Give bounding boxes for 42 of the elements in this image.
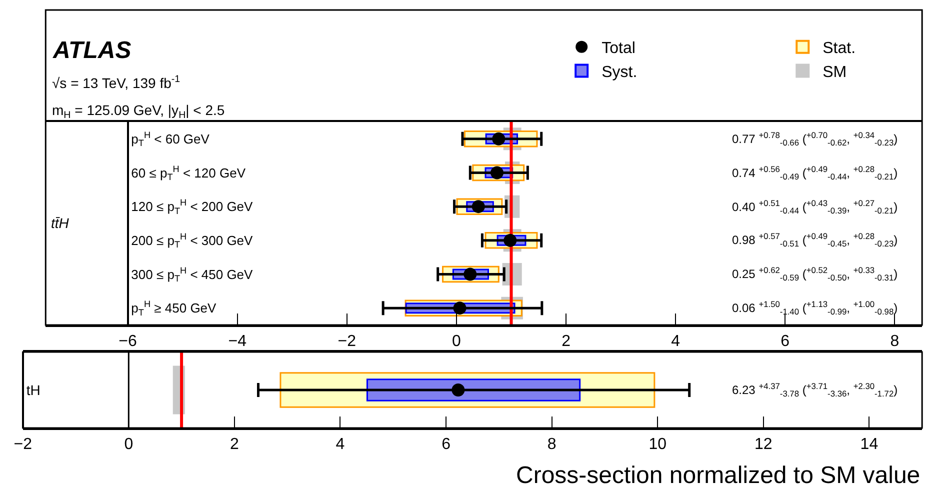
x-axis-title: Cross-section normalized to SM value (516, 462, 920, 489)
y-tick-label: p$_{T}$$^{H}$ ≥ 450 GeV (131, 299, 217, 318)
x-tick-label: −6 (118, 332, 138, 350)
x-tick-label: 14 (860, 436, 878, 453)
x-tick-label: 0 (452, 332, 462, 350)
legend-label: Total (602, 40, 636, 58)
x-tick-label: 0 (124, 436, 134, 453)
text: 0.77 $^{+0.78}$$_{-0.66}$ ($^{+0.70}$$_{-0.62}$, $^{+0.34}$$_{-0.23}$) (732, 130, 898, 148)
text: 0.40 $^{+0.51}$$_{-0.44}$ ($^{+0.43}$$_{-0.39}$, $^{+0.27}$$_{-0.21}$) (732, 198, 898, 216)
text: 0.25 $^{+0.62}$$_{-0.59}$ ($^{+0.52}$$_{-0.50}$, $^{+0.33}$$_{-0.31}$) (732, 265, 898, 283)
legend-label: SM (822, 64, 847, 81)
chart-subtitle: √s = 13 TeV, 139 fb$^{-1}$ (52, 74, 180, 91)
y-tick-label: 60 ≤ p$_{T}$$^{H}$ < 120 GeV (131, 164, 246, 182)
x-tick-label: 10 (648, 436, 667, 453)
legend-label: Stat. (822, 40, 856, 58)
x-tick-label: 12 (754, 436, 772, 453)
x-tick-label: 8 (547, 436, 556, 453)
y-tick-label: 120 ≤ p$_{T}$$^{H}$ < 200 GeV (131, 198, 254, 216)
text: 0.98 $^{+0.57}$$_{-0.51}$ ($^{+0.49}$$_{-0.45}$, $^{+0.28}$$_{-0.23}$) (732, 231, 898, 249)
text: m$_{H}$ = 125.09 GeV, |y$_{H}$| < 2.5 (52, 102, 225, 121)
y-tick-label: p$_{T}$$^{H}$ < 60 GeV (131, 130, 210, 148)
x-tick-label: 6 (780, 332, 790, 350)
x-tick-label: 4 (671, 332, 680, 350)
y-tick-label: 300 ≤ p$_{T}$$^{H}$ < 450 GeV (131, 265, 254, 284)
x-tick-label: 2 (230, 436, 239, 453)
y-axis-title: tt̄H (51, 215, 70, 231)
text: 0.74 $^{+0.56}$$_{-0.49}$ ($^{+0.49}$$_{-0.44}$, $^{+0.28}$$_{-0.21}$) (732, 164, 898, 182)
y-tick-label: tH (26, 382, 40, 398)
text: 6.23 $^{+4.37}$$_{-3.78}$ ($^{+3.71}$$_{-3.36}$, $^{+2.30}$$_{-1.72}$) (732, 381, 898, 399)
x-tick-label: 4 (336, 436, 345, 453)
x-tick-label: −4 (228, 332, 247, 350)
point (492, 132, 506, 146)
point (464, 268, 477, 281)
legend-label: Syst. (602, 64, 638, 81)
x-tick-label: 6 (442, 436, 451, 453)
point (453, 302, 466, 315)
y-tick-label: 200 ≤ p$_{T}$$^{H}$ < 300 GeV (131, 232, 254, 250)
x-tick-label: −2 (14, 436, 32, 453)
x-tick-label: 8 (890, 332, 900, 350)
x-tick-label: −2 (338, 332, 356, 350)
chart-title: ATLAS (52, 37, 132, 64)
x-tick-label: 2 (562, 332, 571, 350)
